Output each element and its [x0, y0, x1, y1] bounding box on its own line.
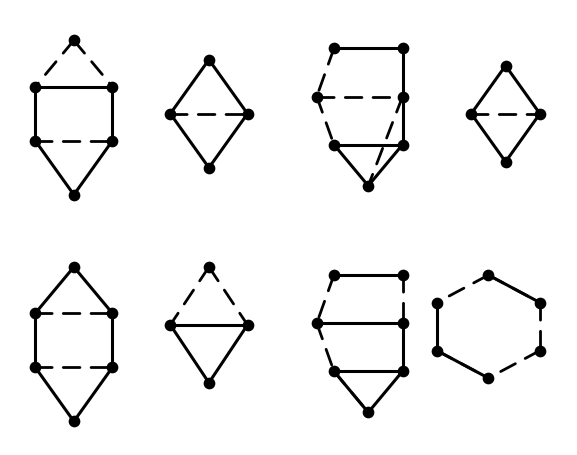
- Point: [243, 111, 252, 118]
- Point: [398, 320, 407, 327]
- Point: [484, 374, 493, 382]
- Point: [243, 322, 252, 329]
- Point: [364, 409, 373, 416]
- Point: [108, 310, 117, 317]
- Point: [329, 142, 339, 149]
- Point: [204, 264, 213, 271]
- Point: [69, 418, 78, 425]
- Point: [398, 46, 407, 53]
- Point: [398, 94, 407, 101]
- Point: [535, 347, 545, 354]
- Point: [432, 299, 441, 307]
- Point: [166, 111, 175, 118]
- Point: [69, 38, 78, 45]
- Point: [501, 63, 510, 70]
- Point: [467, 111, 476, 118]
- Point: [398, 368, 407, 375]
- Point: [31, 364, 40, 371]
- Point: [484, 272, 493, 279]
- Point: [398, 142, 407, 149]
- Point: [535, 111, 545, 118]
- Point: [69, 264, 78, 271]
- Point: [329, 368, 339, 375]
- Point: [31, 310, 40, 317]
- Point: [31, 84, 40, 91]
- Point: [501, 159, 510, 166]
- Point: [204, 165, 213, 172]
- Point: [364, 183, 373, 190]
- Point: [108, 364, 117, 371]
- Point: [31, 138, 40, 145]
- Point: [398, 272, 407, 279]
- Point: [108, 84, 117, 91]
- Point: [312, 94, 321, 101]
- Point: [432, 347, 441, 354]
- Point: [312, 320, 321, 327]
- Point: [329, 46, 339, 53]
- Point: [535, 299, 545, 307]
- Point: [69, 192, 78, 199]
- Point: [204, 379, 213, 387]
- Point: [108, 138, 117, 145]
- Point: [204, 57, 213, 64]
- Point: [329, 272, 339, 279]
- Point: [166, 322, 175, 329]
